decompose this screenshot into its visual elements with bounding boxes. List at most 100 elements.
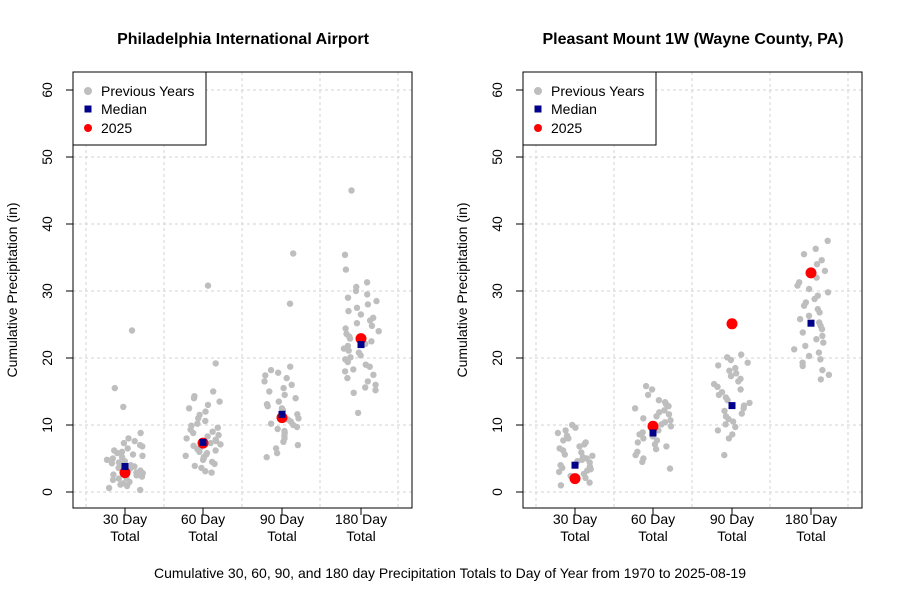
current-year-point [569, 473, 581, 485]
previous-year-point [202, 408, 209, 415]
previous-year-point [127, 462, 134, 469]
previous-year-point [348, 187, 355, 194]
previous-year-point [124, 445, 131, 452]
previous-year-point [281, 427, 288, 435]
legend-previous-marker [84, 87, 92, 95]
previous-year-point [817, 356, 824, 363]
previous-year-point [353, 320, 361, 327]
median-marker [199, 438, 207, 446]
previous-year-point [267, 366, 275, 374]
previous-year-point [183, 435, 190, 442]
y-tick-label: 30 [489, 283, 505, 299]
previous-year-point [665, 411, 673, 418]
previous-year-point [204, 282, 212, 289]
current-year-point [726, 318, 738, 330]
previous-year-point [819, 366, 826, 374]
previous-year-point [136, 441, 144, 449]
previous-year-point [342, 325, 349, 332]
previous-year-point [586, 479, 593, 486]
previous-year-point [578, 449, 585, 456]
previous-year-point [820, 339, 827, 346]
previous-year-point [661, 419, 669, 426]
previous-year-point [137, 429, 144, 437]
previous-year-point [357, 311, 365, 318]
previous-year-point [115, 459, 123, 466]
previous-year-point [286, 300, 294, 307]
previous-year-point [812, 245, 819, 252]
previous-year-point [554, 429, 562, 437]
previous-year-point [732, 423, 739, 431]
previous-year-point [294, 441, 302, 449]
y-tick-label: 20 [489, 350, 505, 366]
previous-year-point [644, 391, 652, 399]
y-axis: 0 10 20 30 40 50 60 [39, 82, 73, 496]
previous-year-point [375, 328, 382, 335]
previous-year-point [653, 437, 661, 444]
previous-year-point [118, 454, 126, 461]
previous-year-point [212, 447, 219, 454]
previous-year-point [105, 484, 113, 492]
current-year-point [647, 420, 659, 432]
previous-year-point [661, 399, 669, 406]
previous-year-point [215, 431, 222, 439]
legend-box [72, 71, 207, 146]
y-tick-label: 10 [489, 417, 505, 433]
previous-year-point [791, 346, 798, 353]
previous-year-point [129, 451, 137, 458]
previous-year-point [648, 386, 656, 393]
previous-year-point [370, 314, 377, 321]
data-points [554, 237, 833, 489]
previous-year-point [275, 398, 282, 405]
previous-year-point [210, 388, 217, 395]
previous-year-point [345, 347, 352, 354]
previous-year-point [667, 423, 675, 430]
previous-year-point [373, 297, 380, 305]
previous-year-point [796, 315, 804, 323]
previous-year-point [640, 455, 647, 462]
previous-year-point [188, 422, 195, 429]
x-tick-label: 90 Day [260, 511, 304, 527]
x-tick-label: 60 Day [631, 511, 675, 527]
legend-median-marker [84, 105, 92, 113]
y-tick-label: 50 [489, 149, 505, 165]
legend: Previous Years Median 2025 [522, 71, 657, 146]
previous-year-point [281, 391, 288, 399]
x-tick-label: Total [717, 528, 747, 544]
previous-year-point [640, 435, 647, 442]
previous-year-point [272, 445, 280, 452]
previous-year-point [802, 342, 809, 350]
previous-year-point [563, 432, 571, 439]
previous-year-point [802, 299, 810, 306]
previous-year-point [198, 464, 205, 472]
previous-year-point [818, 257, 825, 264]
previous-year-point [109, 455, 117, 462]
panel-pleasant-mount: Pleasant Mount 1W (Wayne County, PA) 0 10… [454, 31, 863, 544]
median-marker [649, 429, 657, 437]
previous-year-point [816, 319, 823, 326]
grid [523, 72, 862, 508]
previous-year-point [354, 409, 362, 417]
previous-year-point [196, 411, 203, 419]
legend-median-label: Median [551, 101, 597, 117]
previous-year-point [666, 465, 674, 472]
previous-year-point [280, 384, 287, 392]
previous-year-point [207, 439, 214, 447]
previous-year-point [345, 307, 352, 315]
previous-year-point [740, 402, 748, 409]
previous-year-point [118, 448, 126, 455]
previous-year-point [115, 475, 123, 482]
y-tick-label: 50 [39, 149, 55, 165]
previous-year-point [103, 456, 111, 463]
x-tick-label: 180 Day [785, 511, 837, 527]
previous-year-point [212, 436, 219, 443]
previous-year-point [194, 420, 201, 427]
previous-year-point [824, 237, 831, 244]
previous-year-point [800, 251, 808, 258]
x-tick-label: Total [638, 528, 668, 544]
previous-year-point [341, 368, 349, 375]
y-tick-label: 10 [39, 417, 55, 433]
median-marker [807, 319, 815, 327]
median-marker [278, 410, 286, 418]
previous-year-point [263, 401, 271, 408]
